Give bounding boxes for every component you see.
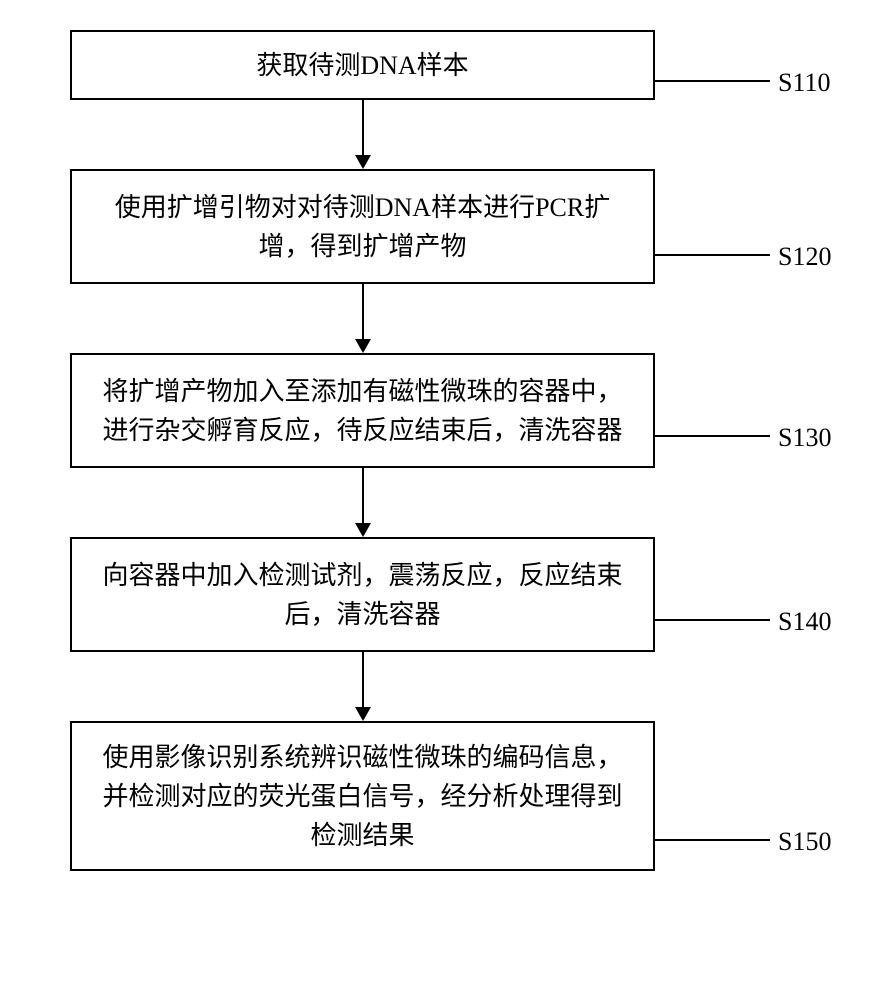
flowchart-arrow xyxy=(70,468,655,537)
flowchart-arrow xyxy=(70,284,655,353)
leader-line xyxy=(655,839,770,841)
step-label-s120: S120 xyxy=(778,242,831,272)
flowchart-step: 将扩增产物加入至添加有磁性微珠的容器中，进行杂交孵育反应，待反应结束后，清洗容器… xyxy=(70,353,820,468)
node-text: 将扩增产物加入至添加有磁性微珠的容器中，进行杂交孵育反应，待反应结束后，清洗容器 xyxy=(102,372,622,450)
flowchart-node-s120: 使用扩增引物对对待测DNA样本进行PCR扩增，得到扩增产物 xyxy=(70,169,655,284)
flowchart-arrow xyxy=(70,652,655,721)
arrow-head xyxy=(355,155,371,169)
flowchart-step: 获取待测DNA样本 S110 xyxy=(70,30,820,100)
arrow-line xyxy=(362,652,364,707)
arrow-line xyxy=(362,468,364,523)
leader-line xyxy=(655,80,770,82)
flowchart-node-s110: 获取待测DNA样本 xyxy=(70,30,655,100)
node-text: 使用影像识别系统辨识磁性微珠的编码信息，并检测对应的荧光蛋白信号，经分析处理得到… xyxy=(102,738,622,855)
flowchart-node-s140: 向容器中加入检测试剂，震荡反应，反应结束后，清洗容器 xyxy=(70,537,655,652)
node-text: 向容器中加入检测试剂，震荡反应，反应结束后，清洗容器 xyxy=(102,556,622,634)
node-text: 获取待测DNA样本 xyxy=(256,46,468,85)
step-label-s130: S130 xyxy=(778,423,831,453)
flowchart-step: 使用影像识别系统辨识磁性微珠的编码信息，并检测对应的荧光蛋白信号，经分析处理得到… xyxy=(70,721,820,871)
arrow-line xyxy=(362,100,364,155)
step-label-s150: S150 xyxy=(778,827,831,857)
flowchart-step: 使用扩增引物对对待测DNA样本进行PCR扩增，得到扩增产物 S120 xyxy=(70,169,820,284)
flowchart-container: 获取待测DNA样本 S110 使用扩增引物对对待测DNA样本进行PCR扩增，得到… xyxy=(70,30,820,871)
arrow-head xyxy=(355,339,371,353)
flowchart-node-s130: 将扩增产物加入至添加有磁性微珠的容器中，进行杂交孵育反应，待反应结束后，清洗容器 xyxy=(70,353,655,468)
flowchart-node-s150: 使用影像识别系统辨识磁性微珠的编码信息，并检测对应的荧光蛋白信号，经分析处理得到… xyxy=(70,721,655,871)
arrow-head xyxy=(355,523,371,537)
flowchart-arrow xyxy=(70,100,655,169)
step-label-s140: S140 xyxy=(778,607,831,637)
leader-line xyxy=(655,619,770,621)
arrow-head xyxy=(355,707,371,721)
flowchart-step: 向容器中加入检测试剂，震荡反应，反应结束后，清洗容器 S140 xyxy=(70,537,820,652)
leader-line xyxy=(655,254,770,256)
leader-line xyxy=(655,435,770,437)
node-text: 使用扩增引物对对待测DNA样本进行PCR扩增，得到扩增产物 xyxy=(115,188,610,266)
step-label-s110: S110 xyxy=(778,68,831,98)
arrow-line xyxy=(362,284,364,339)
